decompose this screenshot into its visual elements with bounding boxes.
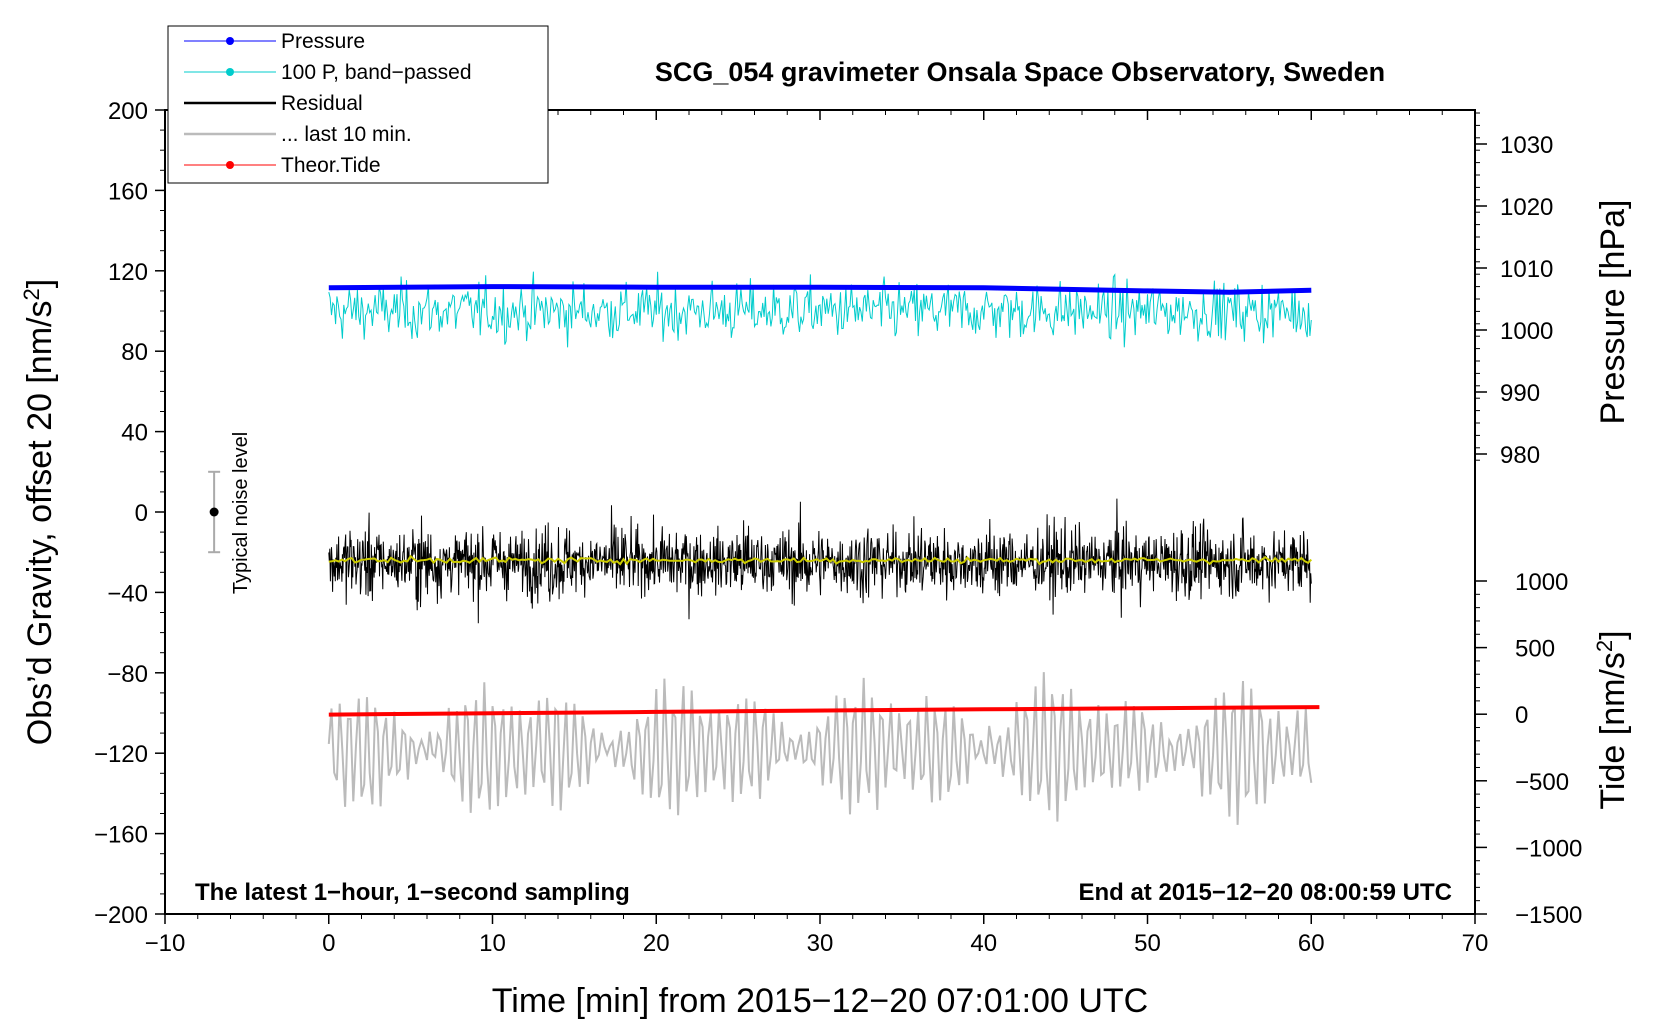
tide-tick-label: 500 xyxy=(1515,636,1555,663)
tide-tick-label: 1000 xyxy=(1515,569,1568,596)
legend-swatch-marker xyxy=(226,68,234,76)
tide-line xyxy=(328,705,1320,717)
x-tick-label: 10 xyxy=(479,930,506,957)
legend-swatch-marker xyxy=(226,37,234,45)
noise-label: Typical noise level xyxy=(230,432,252,594)
legend-label: Residual xyxy=(281,92,363,115)
y-axis-label: Obs’d Gravity, offset 20 [nm/s2] xyxy=(19,279,59,745)
x-tick-label: 70 xyxy=(1462,930,1489,957)
y-axis-label-end: ] xyxy=(21,279,59,288)
y-axis-label-main: Obs’d Gravity, offset 20 [nm/s xyxy=(21,301,59,746)
y-tick-label: −120 xyxy=(94,741,148,768)
tide-tick-label: 0 xyxy=(1515,702,1528,729)
tide-axis-label: Tide [nm/s2] xyxy=(1592,630,1632,809)
residual-smoothed-line xyxy=(328,554,1312,566)
legend-label: Theor.Tide xyxy=(281,154,381,177)
legend-label: 100 P, band−passed xyxy=(281,61,472,84)
x-tick-label: −10 xyxy=(145,930,186,957)
pressure-axis-label: Pressure [hPa] xyxy=(1594,200,1632,425)
residual-line xyxy=(328,498,1312,624)
x-tick-label: 60 xyxy=(1298,930,1325,957)
x-tick-label: 30 xyxy=(807,930,834,957)
pressure-tick-label: 1010 xyxy=(1500,256,1553,283)
tide-tick-label: −500 xyxy=(1515,769,1569,796)
x-tick-label: 0 xyxy=(322,930,335,957)
x-tick-label: 50 xyxy=(1134,930,1161,957)
tide-tick-label: −1500 xyxy=(1515,902,1582,929)
y-tick-label: −80 xyxy=(107,661,148,688)
y-tick-label: −200 xyxy=(94,902,148,929)
y-tick-label: 40 xyxy=(121,420,148,447)
y-tick-label: −160 xyxy=(94,822,148,849)
series-layer xyxy=(327,271,1320,825)
pressure-tick-label: 980 xyxy=(1500,442,1540,469)
chart-title: SCG_054 gravimeter Onsala Space Observat… xyxy=(655,57,1385,87)
y-tick-label: −40 xyxy=(107,580,148,607)
tide-axis-label-main: Tide [nm/s xyxy=(1594,652,1632,809)
noise-bar-dot xyxy=(209,507,219,517)
x-tick-label: 20 xyxy=(643,930,670,957)
noise-indicator xyxy=(208,470,221,554)
annotation-right: End at 2015−12−20 08:00:59 UTC xyxy=(1078,879,1452,906)
pressure-tick-label: 990 xyxy=(1500,380,1540,407)
y-tick-label: 80 xyxy=(121,339,148,366)
pressure-line xyxy=(328,284,1312,295)
tide-axis-label-end: ] xyxy=(1594,630,1632,639)
tide-tick-label: −1000 xyxy=(1515,835,1582,862)
annotation-left: The latest 1−hour, 1−second sampling xyxy=(195,879,630,906)
legend-box xyxy=(167,25,549,184)
y-tick-label: 120 xyxy=(108,259,148,286)
legend: Pressure 100 P, band−passed Residual ... la… xyxy=(167,25,549,184)
pressure-tick-label: 1030 xyxy=(1500,132,1553,159)
legend-swatch-marker xyxy=(226,161,234,169)
pressure-tick-label: 1020 xyxy=(1500,194,1553,221)
bandpassed-pressure-line xyxy=(328,271,1312,348)
legend-label: ... last 10 min. xyxy=(281,123,412,146)
pressure-tick-label: 1000 xyxy=(1500,318,1553,345)
x-axis-label: Time [min] from 2015−12−20 07:01:00 UTC xyxy=(492,982,1148,1020)
y-tick-label: 160 xyxy=(108,178,148,205)
last-10-min-line xyxy=(327,672,1313,825)
y-axis-label-sup: 2 xyxy=(19,288,44,300)
legend-label: Pressure xyxy=(281,30,365,53)
y-tick-label: 0 xyxy=(135,500,148,527)
axis-layer: −10 0 10 20 30 40 50 60 7020016012080400−40−80−1… xyxy=(94,98,1582,957)
y-tick-label: 200 xyxy=(108,98,148,125)
x-tick-label: 40 xyxy=(970,930,997,957)
tide-axis-label-sup: 2 xyxy=(1592,640,1617,652)
